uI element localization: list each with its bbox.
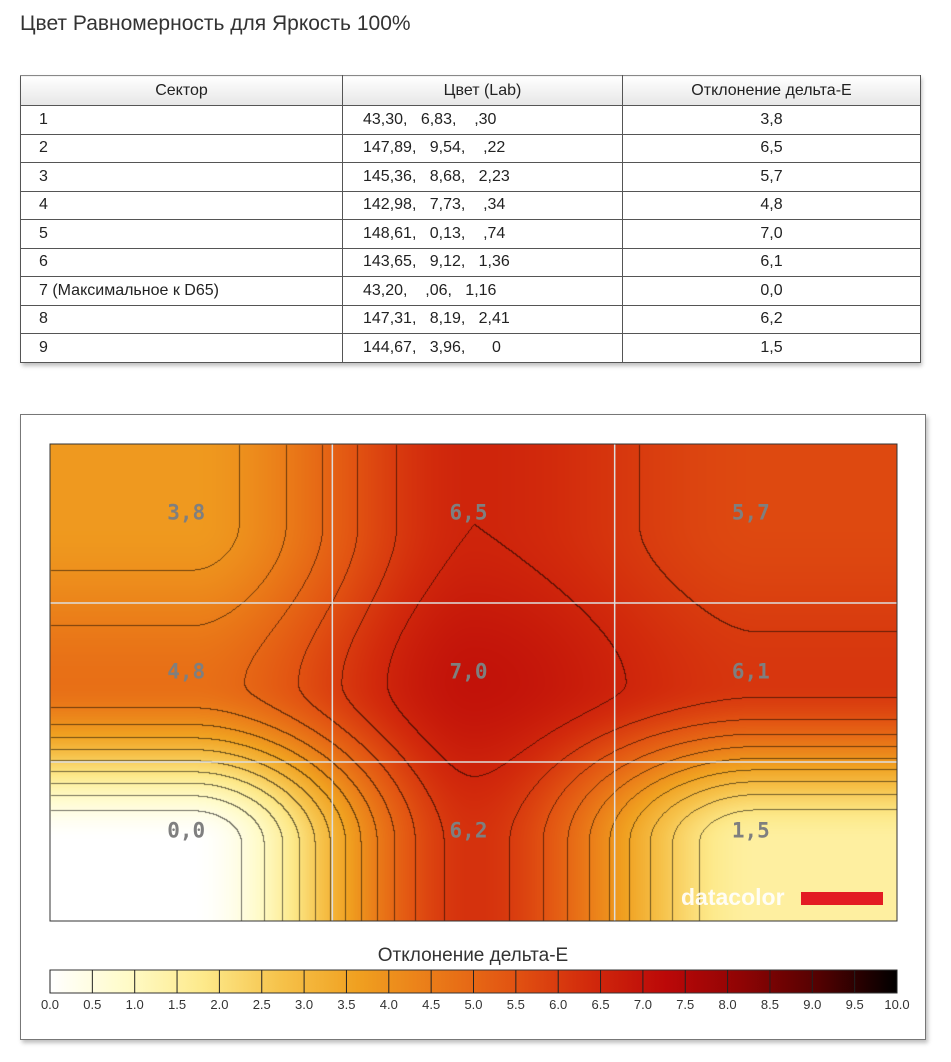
colorbar-tick-label: 2.0 <box>210 997 228 1012</box>
colorbar-tick-label: 6.0 <box>549 997 567 1012</box>
table-row: 6 143,65, 9,12, 1,36 6,1 <box>20 247 921 277</box>
colorbar-tick-label: 4.5 <box>422 997 440 1012</box>
colorbar-tick-label: 0.0 <box>41 997 59 1012</box>
uniformity-chart: 3,8 6,5 5,7 4,8 7,0 6,1 0,0 6,2 1,5 datacolor Откл… <box>20 414 926 1040</box>
table-row: 1 43,30, 6,83, ,30 3,8 <box>20 105 921 135</box>
heatmap-image <box>50 444 897 921</box>
table-row: 8 147,31, 8,19, 2,41 6,2 <box>20 304 921 334</box>
colorbar-tick-label: 10.0 <box>884 997 909 1012</box>
cell-lab: 142,98, 7,73, ,34 <box>342 190 623 220</box>
colorbar-tick-label: 1.5 <box>168 997 186 1012</box>
cell-delta-e: 5,7 <box>622 162 921 192</box>
cell-sector: 4 <box>20 190 343 220</box>
cell-value-label: 6,5 <box>450 501 488 525</box>
cell-delta-e: 6,5 <box>622 133 921 163</box>
colorbar-tick-label: 7.0 <box>634 997 652 1012</box>
cell-value-label: 0,0 <box>167 819 205 843</box>
colorbar-tick-label: 3.0 <box>295 997 313 1012</box>
cell-value-label: 3,8 <box>167 501 205 525</box>
cell-sector: 9 <box>20 333 343 363</box>
cell-value-label: 7,0 <box>450 660 488 684</box>
colorbar-tick-label: 7.5 <box>676 997 694 1012</box>
cell-value-label: 6,2 <box>450 819 488 843</box>
cell-sector: 5 <box>20 219 343 249</box>
cell-lab: 147,31, 8,19, 2,41 <box>342 304 623 334</box>
cell-lab: 43,20, ,06, 1,16 <box>342 276 623 306</box>
header-lab: Цвет (Lab) <box>342 75 623 106</box>
cell-value-label: 4,8 <box>167 660 205 684</box>
page-title: Цвет Равномерность для Яркость 100% <box>20 12 411 35</box>
table-header-row: Сектор Цвет (Lab) Отклонение дельта-E <box>20 75 921 106</box>
cell-sector: 8 <box>20 304 343 334</box>
heatmap-border <box>49 443 898 922</box>
colorbar-tick-label: 2.5 <box>253 997 271 1012</box>
cell-delta-e: 7,0 <box>622 219 921 249</box>
cell-lab: 148,61, 0,13, ,74 <box>342 219 623 249</box>
cell-delta-e: 3,8 <box>622 105 921 135</box>
cell-lab: 145,36, 8,68, 2,23 <box>342 162 623 192</box>
cell-value-label: 1,5 <box>732 819 770 843</box>
colorbar-tick-label: 5.5 <box>507 997 525 1012</box>
cell-lab: 143,65, 9,12, 1,36 <box>342 247 623 277</box>
colorbar-tick-label: 4.0 <box>380 997 398 1012</box>
colorbar-tick-label: 3.5 <box>337 997 355 1012</box>
colorbar-title: Отклонение дельта-E <box>378 945 568 966</box>
colorbar-tick-label: 5.0 <box>464 997 482 1012</box>
table-row: 4 142,98, 7,73, ,34 4,8 <box>20 190 921 220</box>
datacolor-watermark-bar <box>801 892 883 905</box>
table-row: 3 145,36, 8,68, 2,23 5,7 <box>20 162 921 192</box>
colorbar-tick-label: 9.5 <box>846 997 864 1012</box>
sector-table-container: Сектор Цвет (Lab) Отклонение дельта-E 1 … <box>20 75 921 363</box>
cell-lab: 147,89, 9,54, ,22 <box>342 133 623 163</box>
table-row: 5 148,61, 0,13, ,74 7,0 <box>20 219 921 249</box>
header-delta-e: Отклонение дельта-E <box>622 75 921 106</box>
sector-table: Сектор Цвет (Lab) Отклонение дельта-E 1 … <box>20 75 921 363</box>
cell-delta-e: 6,2 <box>622 304 921 334</box>
cell-delta-e: 4,8 <box>622 190 921 220</box>
uniformity-chart-svg: 3,8 6,5 5,7 4,8 7,0 6,1 0,0 6,2 1,5 datacolor Откл… <box>41 443 910 1012</box>
colorbar-tick-label: 0.5 <box>83 997 101 1012</box>
cell-delta-e: 0,0 <box>622 276 921 306</box>
cell-value-label: 5,7 <box>732 501 770 525</box>
table-row: 9 144,67, 3,96, 0 1,5 <box>20 333 921 363</box>
cell-value-label: 6,1 <box>732 660 770 684</box>
datacolor-watermark: datacolor <box>681 884 785 910</box>
colorbar-tick-label: 9.0 <box>803 997 821 1012</box>
cell-sector: 6 <box>20 247 343 277</box>
cell-lab: 144,67, 3,96, 0 <box>342 333 623 363</box>
colorbar-tick-label: 1.0 <box>126 997 144 1012</box>
cell-lab: 43,30, 6,83, ,30 <box>342 105 623 135</box>
cell-sector: 1 <box>20 105 343 135</box>
colorbar-tick-label: 6.5 <box>592 997 610 1012</box>
table-row: 2 147,89, 9,54, ,22 6,5 <box>20 133 921 163</box>
header-sector: Сектор <box>20 75 343 106</box>
cell-sector: 3 <box>20 162 343 192</box>
cell-delta-e: 1,5 <box>622 333 921 363</box>
cell-sector: 7 (Максимальное к D65) <box>20 276 343 306</box>
cell-sector: 2 <box>20 133 343 163</box>
table-row: 7 (Максимальное к D65) 43,20, ,06, 1,16 … <box>20 276 921 306</box>
cell-delta-e: 6,1 <box>622 247 921 277</box>
colorbar-tick-label: 8.5 <box>761 997 779 1012</box>
colorbar-tick-label: 8.0 <box>719 997 737 1012</box>
